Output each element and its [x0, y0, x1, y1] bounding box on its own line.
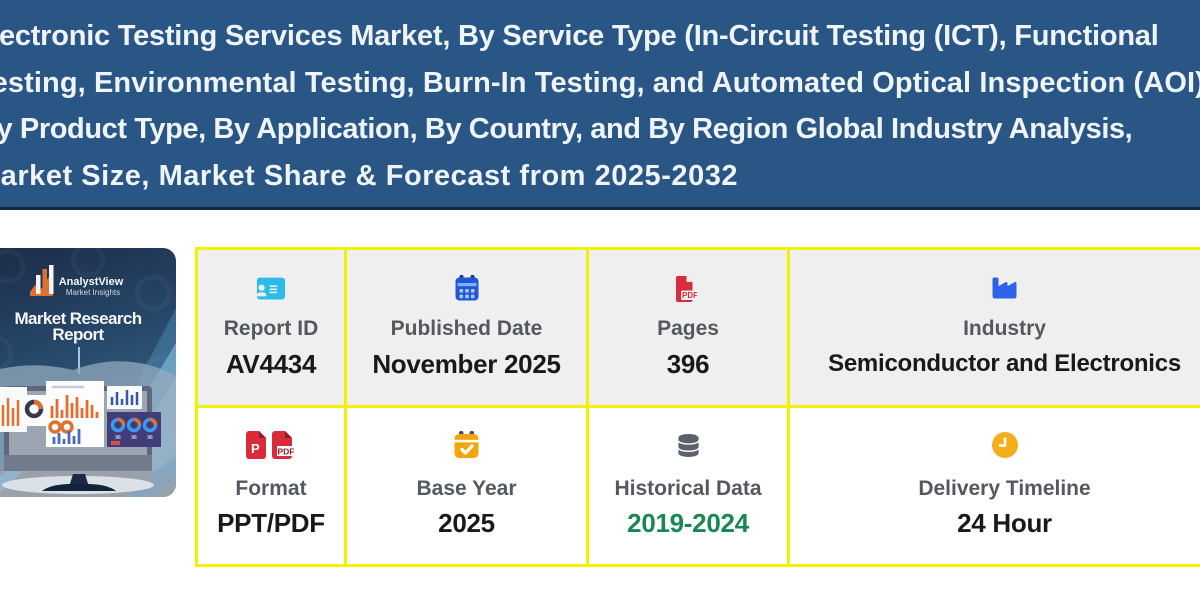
svg-text:Report: Report — [52, 325, 104, 344]
svg-text:96: 96 — [131, 435, 137, 441]
svg-text:Market Insights: Market Insights — [66, 288, 120, 297]
svg-text:AnalystView: AnalystView — [59, 276, 124, 288]
svg-text:PDF: PDF — [682, 291, 697, 300]
svg-text:P: P — [251, 441, 260, 456]
svg-text:96: 96 — [147, 435, 153, 441]
svg-text:PDF: PDF — [278, 447, 295, 457]
svg-text:Market Research: Market Research — [14, 309, 141, 328]
svg-text:96: 96 — [115, 435, 121, 441]
